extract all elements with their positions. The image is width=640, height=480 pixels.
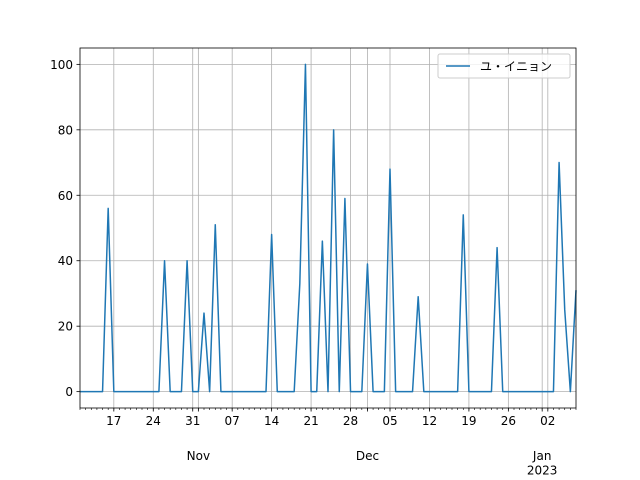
x-tick-label: 31 bbox=[185, 414, 200, 428]
x-tick-label: 26 bbox=[501, 414, 516, 428]
y-tick-label: 100 bbox=[50, 58, 73, 72]
y-tick-label: 20 bbox=[58, 320, 73, 334]
plot-frame bbox=[79, 47, 577, 409]
y-tick-label: 60 bbox=[58, 189, 73, 203]
x-tick-label: 21 bbox=[303, 414, 318, 428]
x-tick-label: 12 bbox=[422, 414, 437, 428]
legend-box bbox=[437, 53, 571, 79]
y-tick-label: 0 bbox=[65, 385, 73, 399]
y-tick-label: 80 bbox=[58, 123, 73, 137]
x-tick-label: 07 bbox=[225, 414, 240, 428]
x-month-label: Dec bbox=[356, 449, 379, 463]
y-tick-label: 40 bbox=[58, 254, 73, 268]
x-tick-label: 05 bbox=[382, 414, 397, 428]
legend-label: ユ・イニョン bbox=[480, 60, 552, 74]
x-month-label: Jan 2023 bbox=[527, 449, 558, 477]
x-month-label: Nov bbox=[187, 449, 210, 463]
data-line bbox=[80, 63, 577, 393]
legend: ユ・イニョン bbox=[437, 53, 571, 79]
x-tick-label: 24 bbox=[146, 414, 161, 428]
x-tick-label: 19 bbox=[461, 414, 476, 428]
x-tick-label: 02 bbox=[540, 414, 555, 428]
x-tick-label: 14 bbox=[264, 414, 279, 428]
x-tick-label: 17 bbox=[106, 414, 121, 428]
x-tick-label: 28 bbox=[343, 414, 358, 428]
